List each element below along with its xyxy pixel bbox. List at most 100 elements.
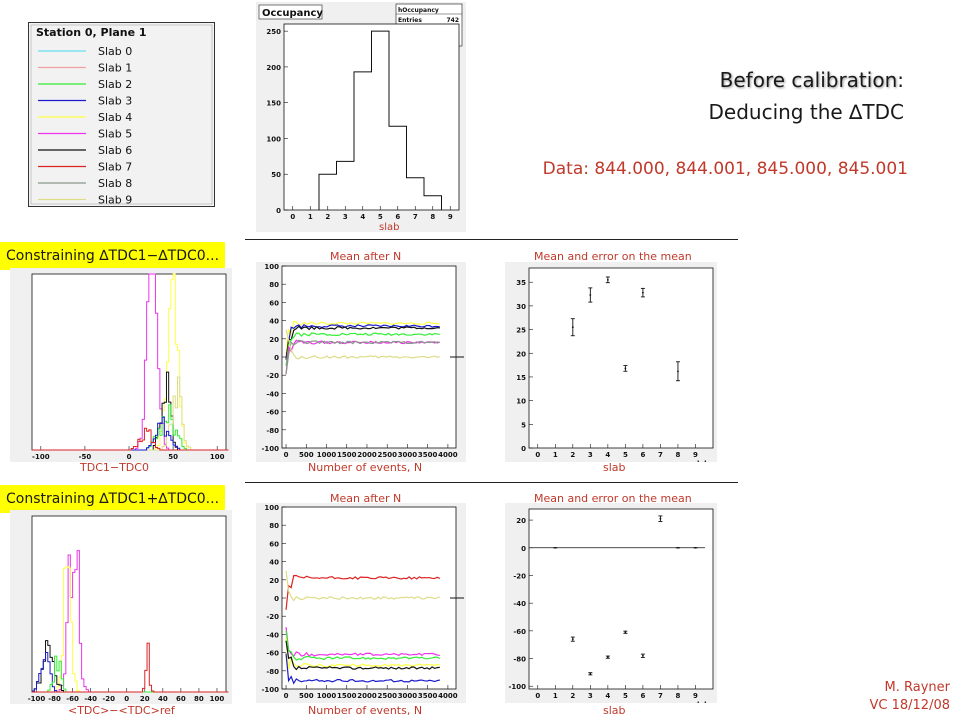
row2-mean-after-n-title: Mean after N [330, 492, 402, 505]
legend-header: Station 0, Plane 1 [36, 26, 147, 39]
mean-point [606, 656, 609, 659]
x-tick-label: 1 [308, 213, 313, 221]
y-tick-label: 100 [264, 504, 279, 512]
y-tick-label: 40 [269, 559, 279, 567]
mean-point [677, 546, 679, 549]
x-tick-label: 0 [124, 695, 129, 703]
y-tick-label: 200 [266, 64, 281, 72]
mean-point [571, 638, 574, 641]
x-tick-label: 3 [588, 451, 593, 459]
x-tick-label: 1000 [317, 692, 337, 700]
occupancy-chart: Occupancy hOccupancyEntries742Mean4.697R… [256, 2, 466, 232]
mean-point [677, 370, 679, 373]
mean-point [606, 278, 609, 281]
x-tick-label: 2 [570, 692, 575, 700]
mean-series [285, 640, 440, 671]
legend-label: Slab 4 [98, 111, 132, 124]
x-tick-label: 500 [299, 451, 314, 459]
mean-point [589, 294, 592, 296]
x-tick-label: 3 [343, 213, 348, 221]
slide-title: Before calibration: Deducing the ∆TDC [709, 64, 905, 128]
y-tick-label: 25 [516, 327, 526, 335]
x-tick-label: 2 [570, 451, 575, 459]
y-tick-label: 60 [269, 299, 279, 307]
y-tick-label: -40 [266, 390, 279, 398]
row1-mean-after-n-title: Mean after N [330, 250, 402, 263]
y-tick-label: -40 [513, 600, 526, 608]
occupancy-bar [407, 178, 425, 210]
mean-series [285, 324, 440, 359]
y-tick-label: 20 [269, 577, 279, 585]
occupancy-bar [372, 31, 390, 210]
plot-frame [31, 273, 227, 451]
x-tick-label: 3 [588, 692, 593, 700]
divider-row2 [245, 482, 738, 483]
y-tick-label: 250 [266, 28, 281, 36]
x-tick-label: 0 [535, 451, 540, 459]
x-tick-label: 4 [360, 213, 365, 221]
x-tick-label: 100 [210, 695, 225, 703]
y-tick-label: 35 [516, 279, 526, 287]
x-tick-label: 4000 [438, 692, 458, 700]
y-tick-label: -80 [266, 427, 279, 435]
x-tick-label: 0 [290, 213, 295, 221]
legend-label: Slab 7 [98, 161, 132, 174]
x-tick-label: 4 [605, 692, 610, 700]
row1-mean-error-title: Mean and error on the mean [534, 250, 692, 263]
distribution-series [32, 642, 229, 693]
row1-slab-xlabel: slab [603, 461, 626, 474]
x-tick-label: 7 [658, 451, 663, 459]
y-tick-label: -60 [266, 409, 279, 417]
y-tick-label: -20 [266, 613, 279, 621]
mean-series [285, 329, 440, 360]
x-tick-label: 7 [413, 213, 418, 221]
y-tick-label: -60 [513, 628, 526, 636]
legend-label: Slab 3 [98, 95, 132, 108]
x-axis-title: slab [693, 701, 709, 703]
y-tick-label: -60 [266, 650, 279, 658]
x-tick-label: -80 [48, 695, 61, 703]
x-tick-label: 2 [325, 213, 330, 221]
x-tick-label: 8 [676, 692, 681, 700]
y-tick-label: -100 [261, 445, 279, 453]
row1-events-xlabel: Number of events, N [308, 461, 423, 474]
y-tick-label: -20 [513, 572, 526, 580]
y-tick-label: 20 [516, 517, 526, 525]
x-tick-label: 1500 [337, 451, 357, 459]
row1-distribution-chart: -100 -50 0 50 100 [10, 268, 232, 462]
mean-point [589, 672, 592, 675]
row1-label: Constraining ∆TDC1−∆TDC0... [0, 242, 226, 270]
row1-mean-error-chart: 0 1 2 3 4 5 6 7 8 9 0 5 10 15 20 25 30 35 slab [505, 262, 717, 462]
occupancy-histogram [318, 30, 442, 210]
author-block: M. Rayner VC 18/12/08 [870, 679, 951, 715]
y-tick-label: 20 [269, 336, 279, 344]
title-line1: Before calibration [719, 68, 898, 92]
x-tick-label: 3000 [398, 451, 418, 459]
mean-series [285, 325, 440, 360]
row2-slab-xlabel: slab [603, 704, 626, 717]
row1-mean-after-n-chart: 0 500 1000 1500 2000 2500 3000 3500 4000-100-80-… [256, 262, 466, 462]
legend-label: Slab 8 [98, 177, 132, 190]
mean-point [624, 367, 627, 370]
occupancy-bar [319, 174, 337, 210]
stats-key: Entries [398, 17, 422, 24]
mean-series [285, 637, 440, 669]
mean-series [285, 332, 440, 367]
x-tick-label: 6 [640, 451, 645, 459]
x-tick-label: 5 [623, 451, 628, 459]
x-tick-label: 50 [168, 453, 178, 461]
occupancy-title: Occupancy [262, 8, 323, 19]
row2-mean-error-chart: 0 1 2 3 4 5 6 7 8 9 -100 -80 -60 -40 -20 0 20 slab [505, 503, 717, 703]
mean-point [642, 291, 644, 294]
x-tick-label: 3500 [418, 451, 438, 459]
x-tick-label: -20 [102, 695, 115, 703]
x-tick-label: -100 [28, 695, 46, 703]
row2-events-xlabel: Number of events, N [308, 704, 423, 717]
y-tick-label: 60 [269, 540, 279, 548]
title-line2: Deducing the ∆TDC [708, 100, 905, 124]
legend-label: Slab 1 [98, 62, 132, 75]
x-tick-label: 1500 [337, 692, 357, 700]
x-tick-label: 2500 [377, 451, 397, 459]
plot-frame [528, 267, 714, 449]
y-tick-label: -40 [266, 631, 279, 639]
